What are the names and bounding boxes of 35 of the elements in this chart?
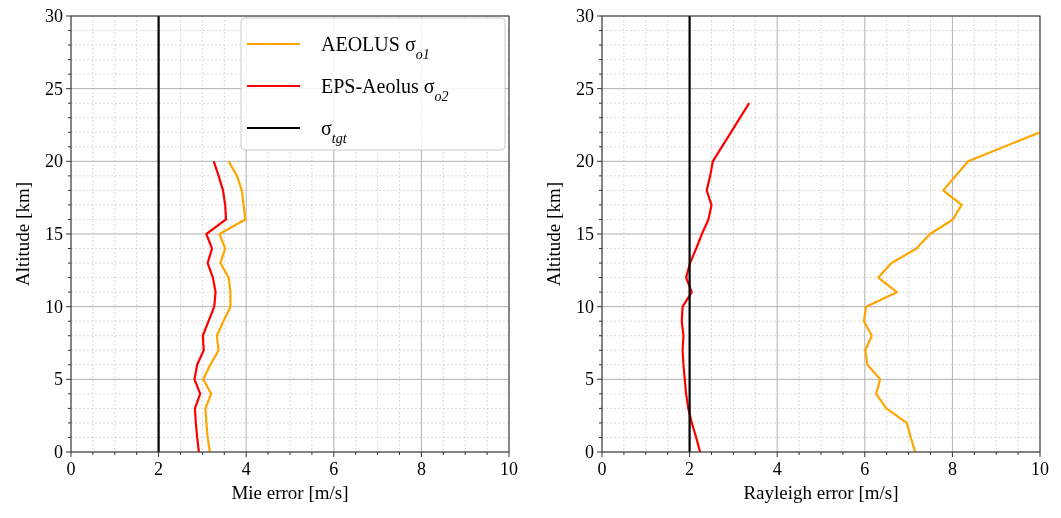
y-tick-label: 30 (45, 6, 63, 26)
line-series (193, 160, 228, 452)
y-tick-label: 0 (54, 442, 63, 462)
y-tick-label: 15 (576, 224, 594, 244)
y-tick-label: 10 (576, 296, 594, 317)
y-tick-label: 0 (585, 442, 594, 462)
y-tick-label: 15 (45, 224, 63, 244)
x-tick-label: 4 (772, 459, 782, 479)
x-tick-label: 10 (1031, 459, 1049, 479)
y-tick-label: 30 (576, 6, 594, 26)
y-tick-label: 25 (576, 78, 594, 99)
y-tick-label: 20 (576, 151, 594, 172)
y-axis-title: Altitude [km] (12, 182, 33, 286)
line-series (202, 160, 247, 452)
x-axis-title: Rayleigh error [m/s] (743, 482, 899, 503)
y-axis-title: Altitude [km] (543, 182, 564, 286)
legend-label: σ$_{tgt}$ (321, 117, 348, 146)
legend-label: AEOLUS σ$_{o1}$ (321, 33, 430, 62)
y-tick-label: 5 (585, 369, 594, 390)
x-tick-label: 6 (329, 459, 339, 479)
x-tick-label: 10 (500, 459, 518, 479)
x-axis-title: Mie error [m/s] (231, 482, 349, 503)
x-tick-label: 6 (860, 459, 870, 479)
x-tick-label: 8 (947, 459, 957, 479)
legend-label: EPS-Aeolus σ$_{o2}$ (321, 75, 449, 104)
y-tick-label: 10 (45, 296, 63, 317)
y-tick-label: 20 (45, 151, 63, 172)
y-tick-label: 25 (45, 78, 63, 99)
x-tick-label: 8 (416, 459, 426, 479)
x-tick-label: 2 (685, 459, 695, 479)
y-tick-label: 5 (54, 369, 63, 390)
line-series (862, 131, 1040, 452)
x-tick-label: 4 (241, 459, 251, 479)
x-tick-label: 2 (154, 459, 164, 479)
line-series (680, 102, 751, 452)
